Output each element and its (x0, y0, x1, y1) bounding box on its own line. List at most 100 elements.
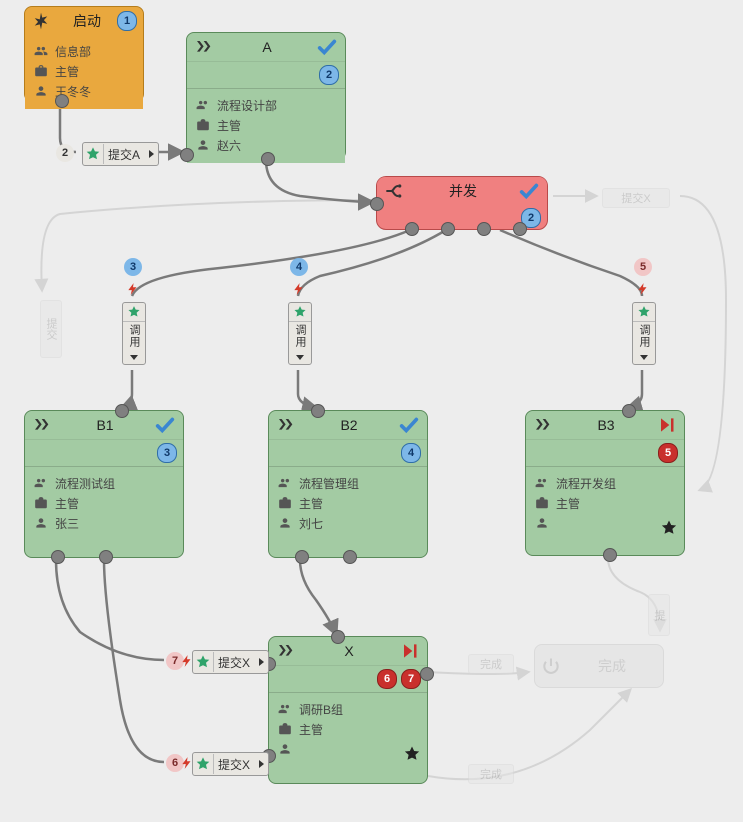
faded-transition-rightlow: 提 (648, 594, 670, 636)
port[interactable] (261, 152, 275, 166)
node-row: 流程测试组 (33, 473, 175, 493)
node-row (534, 513, 676, 533)
asterisk-icon (31, 11, 51, 31)
fork-icon (383, 181, 403, 201)
workflow-canvas: { "canvas": { "width": 743, "height": 82… (0, 0, 743, 822)
node-row: 刘七 (277, 513, 419, 533)
node-badge: 1 (117, 11, 137, 31)
transition-submit-x-7[interactable]: 提交X (192, 650, 269, 674)
briefcase-icon (33, 63, 49, 79)
arrow-right-icon (144, 144, 158, 164)
bolt-icon (292, 280, 306, 298)
group-icon (33, 475, 49, 491)
transition-label: 调用 (126, 322, 142, 350)
person-icon (277, 741, 293, 757)
star-icon (123, 303, 145, 322)
transition-badge: 4 (290, 258, 308, 276)
route-icon (532, 415, 552, 435)
briefcase-icon (195, 117, 211, 133)
group-icon (195, 97, 211, 113)
node-title: B1 (57, 417, 153, 433)
briefcase-icon (534, 495, 550, 511)
node-row: 流程设计部 (195, 95, 337, 115)
port[interactable] (55, 94, 69, 108)
person-icon (277, 515, 293, 531)
bolt-icon (180, 754, 194, 772)
port[interactable] (513, 222, 527, 236)
node-x[interactable]: X 6 7 调研B组 主管 (268, 636, 428, 784)
transition-submit-x-6[interactable]: 提交X (192, 752, 269, 776)
transition-badge: 5 (634, 258, 652, 276)
node-row: 流程管理组 (277, 473, 419, 493)
port[interactable] (115, 404, 129, 418)
node-start[interactable]: 启动 1 信息部 主管 王冬冬 (24, 6, 144, 102)
node-b3[interactable]: B3 5 流程开发组 主管 (525, 410, 685, 556)
port[interactable] (99, 550, 113, 564)
node-title: B2 (301, 417, 397, 433)
port[interactable] (295, 550, 309, 564)
node-row (277, 739, 419, 759)
route-icon (31, 415, 51, 435)
arrow-down-icon (289, 350, 311, 364)
node-row: 信息部 (33, 41, 135, 61)
node-b2[interactable]: B2 4 流程管理组 主管 刘七 (268, 410, 428, 558)
play-icon (654, 413, 678, 437)
route-icon (193, 37, 213, 57)
route-icon (275, 415, 295, 435)
node-row: 主管 (534, 493, 676, 513)
node-row: 主管 (195, 115, 337, 135)
transition-call-3[interactable]: 调用 (632, 302, 656, 365)
node-row: 主管 (33, 61, 135, 81)
node-row: 流程开发组 (534, 473, 676, 493)
node-title: 完成 (567, 656, 657, 676)
briefcase-icon (277, 721, 293, 737)
node-badge: 7 (401, 669, 421, 689)
bolt-icon (636, 280, 650, 298)
transition-label: 提交X (214, 654, 254, 671)
transition-submit-a[interactable]: 提交A (82, 142, 159, 166)
node-title: 并发 (409, 181, 517, 201)
node-fork[interactable]: 并发 2 (376, 176, 548, 230)
port[interactable] (331, 630, 345, 644)
arrow-right-icon (254, 754, 268, 774)
node-row: 张三 (33, 513, 175, 533)
transition-label: 调用 (636, 322, 652, 350)
node-b1[interactable]: B1 3 流程测试组 主管 张三 (24, 410, 184, 558)
transition-label: 调用 (292, 322, 308, 350)
star-icon (289, 303, 311, 322)
transition-call-1[interactable]: 调用 (122, 302, 146, 365)
port[interactable] (51, 550, 65, 564)
arrow-right-icon (254, 652, 268, 672)
check-icon (517, 179, 541, 203)
port[interactable] (343, 550, 357, 564)
check-icon (315, 35, 339, 59)
faded-transition-right: 提交X (602, 188, 670, 208)
node-end[interactable]: 完成 (534, 644, 664, 688)
port[interactable] (441, 222, 455, 236)
briefcase-icon (277, 495, 293, 511)
faded-transition-mid: 完成 (468, 654, 514, 674)
node-row: 主管 (277, 719, 419, 739)
person-icon (33, 515, 49, 531)
port[interactable] (311, 404, 325, 418)
group-icon (277, 475, 293, 491)
star-icon (193, 652, 214, 672)
port[interactable] (477, 222, 491, 236)
transition-call-2[interactable]: 调用 (288, 302, 312, 365)
port[interactable] (180, 148, 194, 162)
port[interactable] (622, 404, 636, 418)
node-a[interactable]: A 2 流程设计部 主管 赵六 (186, 32, 346, 160)
node-badge: 3 (157, 443, 177, 463)
node-badge: 6 (377, 669, 397, 689)
transition-label: 提交A (104, 146, 144, 163)
power-icon (541, 656, 561, 676)
group-icon (33, 43, 49, 59)
play-icon (397, 639, 421, 663)
port[interactable] (370, 197, 384, 211)
bolt-icon (126, 280, 140, 298)
port[interactable] (420, 667, 434, 681)
port[interactable] (603, 548, 617, 562)
node-badge: 5 (658, 443, 678, 463)
port[interactable] (405, 222, 419, 236)
bolt-icon (180, 652, 194, 670)
